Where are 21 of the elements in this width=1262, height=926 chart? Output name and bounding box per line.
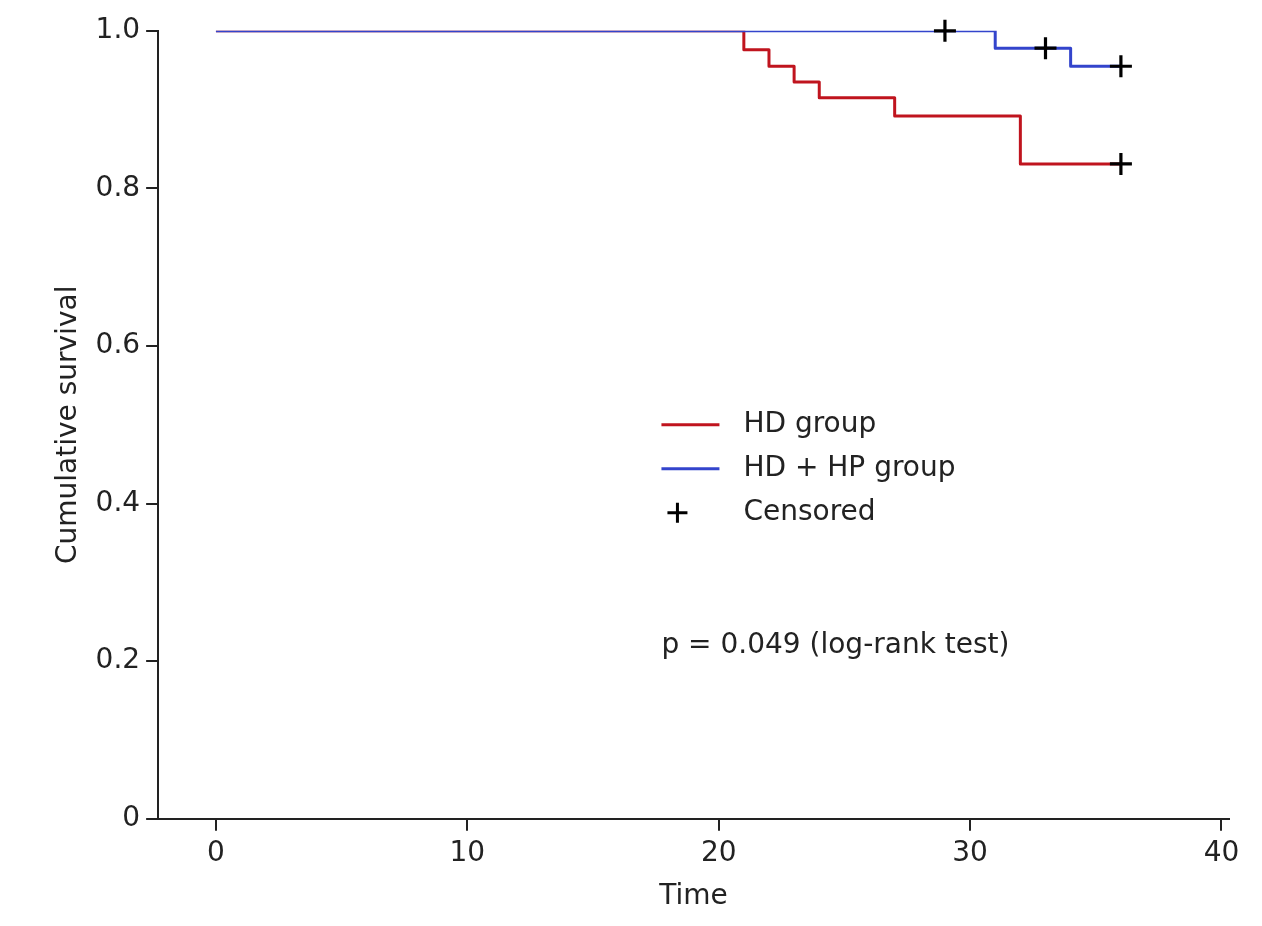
- legend-label: HD group: [743, 406, 877, 440]
- x-tick-label: 0: [207, 834, 225, 868]
- point: [1109, 152, 1132, 175]
- y-tick-label: 0.4: [95, 484, 141, 518]
- y-tick-label: 0: [122, 800, 141, 834]
- y-axis-title: Cumulative survival: [50, 285, 84, 565]
- y-tick-label: 0.8: [95, 169, 141, 203]
- point: [933, 19, 956, 42]
- x-tick-label: 20: [700, 834, 737, 868]
- legend-label: Censored: [743, 494, 876, 528]
- y-tick-label: 1.0: [95, 12, 141, 46]
- y-tick-label: 0.6: [95, 327, 141, 361]
- x-axis-title: Time: [658, 878, 728, 912]
- annotation: p = 0.049 (log-rank test): [661, 626, 1010, 660]
- y-tick-label: 0.2: [95, 642, 141, 676]
- x-tick-label: 40: [1203, 834, 1240, 868]
- point: [1034, 37, 1057, 60]
- point: [1109, 55, 1132, 78]
- legend-label: HD + HP group: [743, 450, 956, 484]
- x-tick-label: 30: [952, 834, 988, 868]
- x-tick-label: 10: [449, 834, 486, 868]
